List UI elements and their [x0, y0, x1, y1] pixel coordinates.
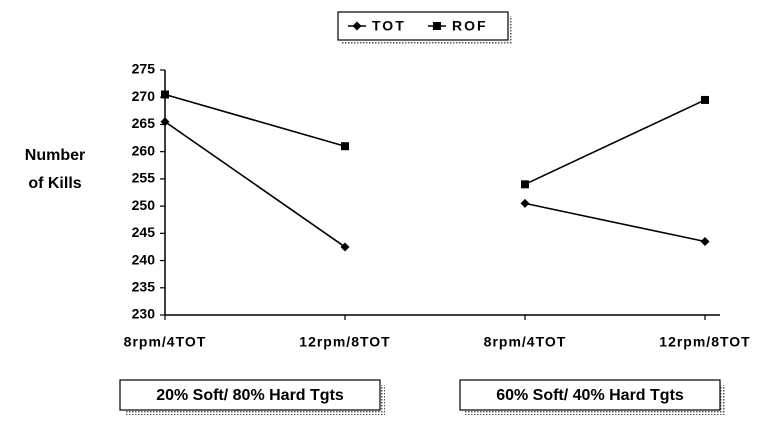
y-tick-label: 260 [132, 142, 156, 158]
legend-label: ROF [452, 18, 488, 34]
y-tick-label: 245 [132, 224, 156, 240]
point [160, 117, 170, 127]
x-tick-label: 8rpm/4TOT [484, 334, 567, 350]
group-box [119, 379, 381, 411]
y-tick-label: 270 [132, 88, 156, 104]
point [352, 21, 362, 31]
y-axis-label: Number [25, 147, 85, 164]
point [520, 198, 530, 208]
group-label: 20% Soft/ 80% Hard Tgts [156, 387, 344, 404]
y-tick-label: 275 [132, 61, 156, 77]
group-box [459, 379, 721, 411]
point [433, 22, 441, 30]
point [340, 242, 350, 252]
y-tick-label: 255 [132, 170, 156, 186]
y-tick-label: 230 [132, 306, 156, 322]
point [521, 180, 529, 189]
point [700, 237, 710, 246]
x-tick-label: 8rpm/4TOT [124, 334, 207, 350]
legend-label: TOT [372, 18, 406, 34]
series-line [524, 202, 706, 243]
point [701, 95, 709, 104]
point [161, 90, 169, 99]
point [341, 142, 349, 151]
y-tick-label: 265 [132, 115, 156, 131]
y-tick-label: 250 [132, 197, 156, 213]
group-label: 60% Soft/ 40% Hard Tgts [496, 387, 684, 404]
x-tick-label: 12rpm/8TOT [299, 334, 390, 350]
y-tick-label: 235 [132, 278, 156, 294]
series-line [524, 99, 706, 186]
series-line [164, 121, 346, 248]
series-line [164, 93, 346, 147]
x-tick-label: 12rpm/8TOT [659, 334, 750, 350]
legend [337, 11, 509, 41]
y-axis-label: of Kills [28, 175, 81, 192]
y-tick-label: 240 [132, 251, 156, 267]
